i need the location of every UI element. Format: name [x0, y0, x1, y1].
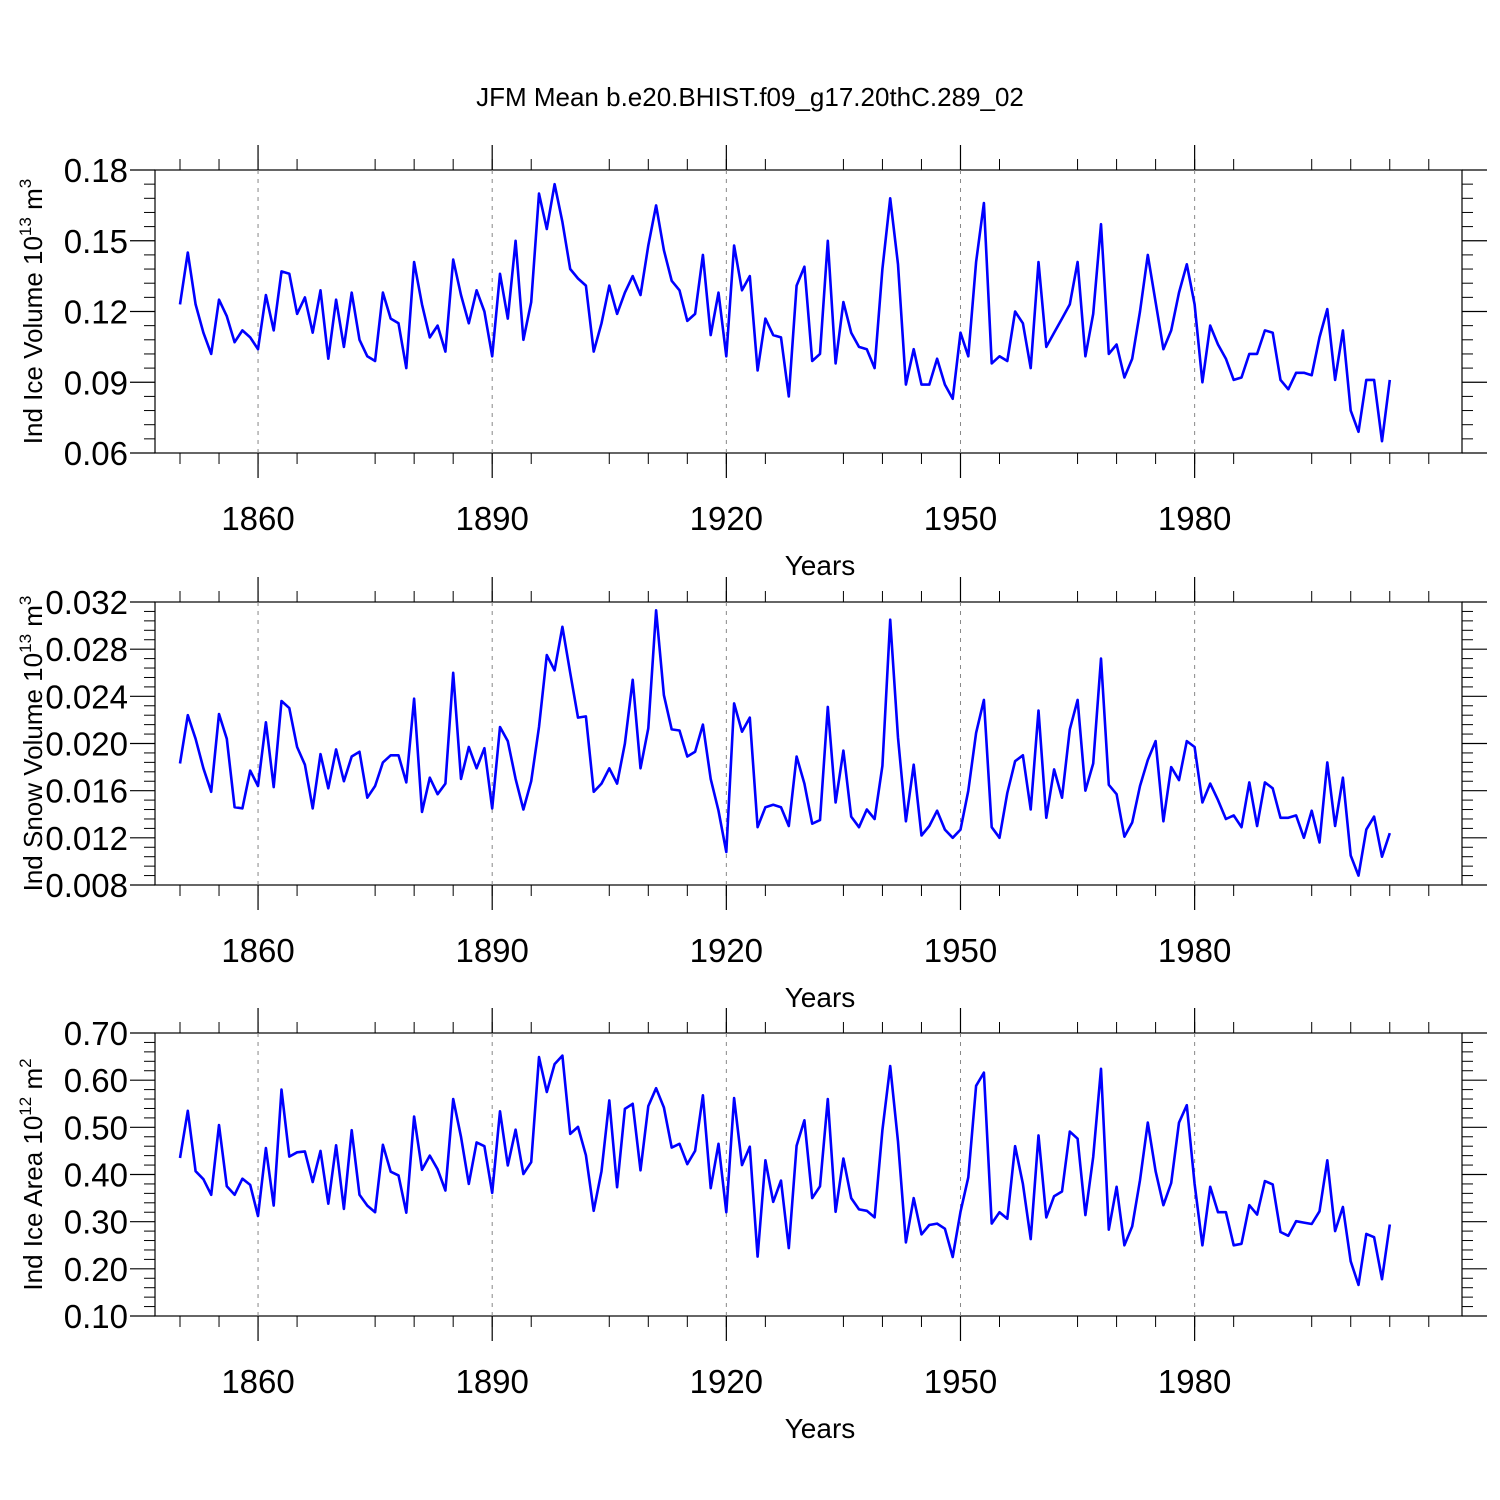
- y-label-superscript: 3: [16, 179, 35, 188]
- panels: 1860 1890 1920 1950 1980 0.06 0.09 0.12 0.15 0.18…: [16, 145, 1487, 1444]
- y-label-superscript: 12: [16, 1097, 35, 1116]
- y-label-text: Ind Ice Volume 10: [18, 236, 48, 444]
- x-tick-label: 1920: [690, 932, 763, 969]
- y-tick-label: 0.09: [64, 364, 128, 401]
- y-tick-label: 0.06: [64, 435, 128, 472]
- y-tick-label: 0.020: [45, 726, 128, 763]
- y-label-superscript: 2: [16, 1058, 35, 1067]
- y-axis-label: Ind Snow Volume 1013 m3: [16, 596, 48, 892]
- x-tick-label: 1980: [1158, 932, 1231, 969]
- x-axis-label: Years: [785, 1413, 856, 1444]
- y-axis-label: Ind Ice Area 1012 m2: [16, 1058, 48, 1290]
- x-tick-label: 1950: [924, 932, 997, 969]
- series-line-ice-volume: [178, 182, 1392, 443]
- y-label-superscript: 13: [16, 634, 35, 653]
- panel-snow-volume: 1860 1890 1920 1950 1980 0.008 0.012 0.016 0.020…: [16, 577, 1487, 1013]
- x-tick-label: 1890: [455, 1363, 528, 1400]
- y-tick-label: 0.012: [45, 820, 128, 857]
- y-tick-label: 0.024: [45, 678, 128, 715]
- x-tick-label: 1980: [1158, 500, 1231, 537]
- x-tick-label: 1860: [221, 500, 294, 537]
- series-line-snow-volume: [178, 608, 1392, 877]
- y-tick-label: 0.12: [64, 294, 128, 331]
- y-tick-label: 0.028: [45, 631, 128, 668]
- y-tick-label: 0.18: [64, 152, 128, 189]
- x-tick-label: 1860: [221, 932, 294, 969]
- y-label-text: m: [18, 605, 48, 634]
- x-axis-label: Years: [785, 982, 856, 1013]
- y-label-superscript: 13: [16, 217, 35, 236]
- x-tick-label: 1890: [455, 932, 528, 969]
- panel-ice-volume: 1860 1890 1920 1950 1980 0.06 0.09 0.12 0.15 0.18…: [16, 145, 1487, 581]
- x-tick-label: 1860: [221, 1363, 294, 1400]
- y-tick-label: 0.016: [45, 773, 128, 810]
- y-label-text: m: [18, 188, 48, 217]
- plot-frame: [154, 601, 1463, 886]
- x-tick-label: 1950: [924, 1363, 997, 1400]
- y-tick-label: 0.30: [64, 1204, 128, 1241]
- y-tick-label: 0.40: [64, 1157, 128, 1194]
- x-tick-label: 1920: [690, 500, 763, 537]
- series-line-ice-area: [178, 1054, 1392, 1287]
- y-label-text: m: [18, 1068, 48, 1097]
- y-axis-label: Ind Ice Volume 1013 m3: [16, 179, 48, 444]
- panel-ice-area: 1860 1890 1920 1950 1980 0.10 0.20 0.30 0.40 0.50…: [16, 1008, 1487, 1444]
- x-tick-label: 1980: [1158, 1363, 1231, 1400]
- y-label-superscript: 3: [16, 596, 35, 605]
- y-tick-label: 0.15: [64, 223, 128, 260]
- plot-frame: [154, 1032, 1463, 1317]
- y-tick-label: 0.50: [64, 1109, 128, 1146]
- y-tick-label: 0.008: [45, 867, 128, 904]
- x-tick-label: 1890: [455, 500, 528, 537]
- x-tick-label: 1920: [690, 1363, 763, 1400]
- y-label-text: Ind Snow Volume 10: [18, 653, 48, 892]
- y-tick-label: 0.10: [64, 1298, 128, 1335]
- y-tick-label: 0.70: [64, 1015, 128, 1052]
- y-tick-label: 0.032: [45, 584, 128, 621]
- y-label-text: Ind Ice Area 10: [18, 1116, 48, 1291]
- x-axis-label: Years: [785, 550, 856, 581]
- x-tick-label: 1950: [924, 500, 997, 537]
- y-tick-label: 0.60: [64, 1062, 128, 1099]
- chart-title: JFM Mean b.e20.BHIST.f09_g17.20thC.289_0…: [476, 82, 1024, 112]
- y-tick-label: 0.20: [64, 1251, 128, 1288]
